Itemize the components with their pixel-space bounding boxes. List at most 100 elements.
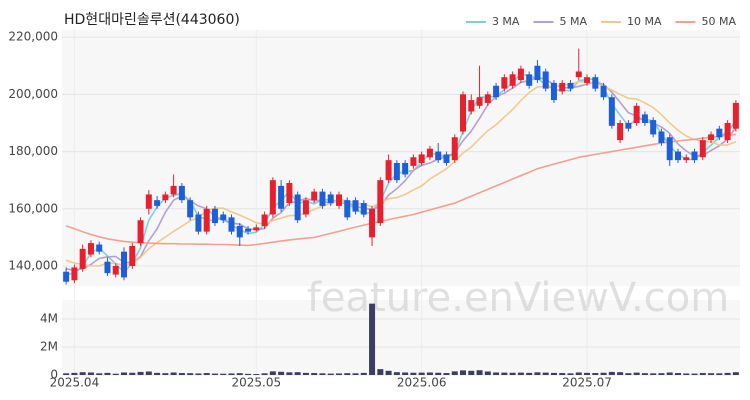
y-tick-label: 160,000 bbox=[8, 201, 58, 215]
volume-bar bbox=[261, 373, 268, 375]
volume-bar bbox=[691, 373, 698, 375]
volume-bar bbox=[195, 373, 202, 375]
volume-bar bbox=[187, 373, 194, 375]
candle-body bbox=[658, 131, 665, 143]
volume-bar bbox=[87, 372, 94, 375]
volume-bar bbox=[476, 370, 483, 375]
legend-label: 3 MA bbox=[492, 15, 520, 28]
volume-bar bbox=[484, 371, 491, 375]
volume-bar bbox=[79, 372, 86, 375]
watermark: feature.enViewV.com bbox=[307, 275, 729, 321]
candle-body bbox=[410, 157, 417, 166]
volume-bar bbox=[385, 370, 392, 375]
volume-bar bbox=[302, 372, 309, 375]
candle-body bbox=[600, 85, 607, 98]
candle-body bbox=[501, 77, 508, 89]
candle-body bbox=[220, 214, 227, 221]
candle-body bbox=[278, 185, 285, 209]
volume-bar bbox=[154, 372, 161, 375]
volume-bar bbox=[435, 372, 442, 375]
volume-bar bbox=[650, 373, 657, 375]
volume-bar bbox=[129, 372, 136, 375]
volume-bar bbox=[600, 372, 607, 375]
volume-bar bbox=[369, 303, 376, 375]
candle-body bbox=[79, 248, 86, 269]
candle-body bbox=[650, 120, 657, 135]
candle-body bbox=[377, 180, 384, 224]
candle-body bbox=[542, 71, 549, 89]
volume-bar bbox=[716, 373, 723, 375]
volume-bar bbox=[526, 372, 533, 375]
ma-line bbox=[65, 81, 737, 267]
candle-body bbox=[145, 194, 152, 209]
ma-line bbox=[65, 133, 736, 247]
volume-bar bbox=[393, 372, 400, 375]
volume-bar bbox=[708, 373, 715, 375]
candle-body bbox=[584, 77, 591, 83]
volume-bar bbox=[178, 373, 185, 375]
candle-body bbox=[170, 185, 177, 195]
volume-bar bbox=[501, 372, 508, 375]
x-tick-label: 2025.04 bbox=[50, 376, 100, 390]
volume-bar bbox=[468, 370, 475, 375]
volume-bar bbox=[96, 373, 103, 375]
volume-bar bbox=[608, 371, 615, 375]
volume-bar bbox=[377, 369, 384, 375]
volume-bar bbox=[493, 372, 500, 375]
candle-body bbox=[311, 191, 318, 201]
volume-bar bbox=[641, 373, 648, 375]
candle-body bbox=[716, 128, 723, 138]
volume-bar bbox=[683, 373, 690, 375]
volume-bar bbox=[137, 371, 144, 375]
candle-body bbox=[699, 140, 706, 158]
candle-body bbox=[484, 94, 491, 103]
volume-bar bbox=[592, 373, 599, 375]
candle-body bbox=[451, 137, 458, 161]
volume-bar bbox=[228, 373, 235, 375]
candle-body bbox=[608, 97, 615, 126]
volume-bar bbox=[162, 373, 169, 375]
volume-bar bbox=[104, 372, 111, 375]
volume-bar bbox=[674, 373, 681, 375]
legend-label: 10 MA bbox=[627, 15, 662, 28]
candle-body bbox=[344, 200, 351, 218]
volume-bar bbox=[352, 373, 359, 375]
volume-bar bbox=[63, 373, 70, 375]
volume-bar bbox=[542, 372, 549, 375]
candle-body bbox=[708, 134, 715, 141]
candle-body bbox=[402, 163, 409, 175]
candle-body bbox=[476, 97, 483, 106]
volume-bar bbox=[112, 373, 119, 375]
volume-bar bbox=[170, 372, 177, 375]
candle-body bbox=[550, 82, 557, 101]
candle-body bbox=[261, 214, 268, 226]
candle-body bbox=[666, 137, 673, 161]
chart-title: HD현대마린솔루션(443060) bbox=[64, 12, 240, 28]
volume-bar bbox=[418, 372, 425, 375]
volume-bar bbox=[509, 372, 516, 375]
candle-body bbox=[443, 154, 450, 164]
candle-body bbox=[211, 208, 218, 224]
candle-body bbox=[203, 208, 210, 232]
candle-body bbox=[426, 148, 433, 158]
candle-body bbox=[460, 94, 467, 132]
candle-body bbox=[319, 191, 326, 206]
candle-body bbox=[294, 194, 301, 221]
candle-body bbox=[559, 82, 566, 92]
volume-bar bbox=[451, 371, 458, 375]
candle-body bbox=[121, 251, 128, 278]
candle-body bbox=[236, 225, 243, 238]
volume-bar bbox=[410, 372, 417, 375]
candle-body bbox=[228, 217, 235, 232]
volume-panel bbox=[62, 300, 740, 375]
candle-body bbox=[509, 74, 516, 86]
candle-body bbox=[617, 122, 624, 141]
candle-body bbox=[269, 180, 276, 215]
candle-body bbox=[327, 194, 334, 204]
volume-bar bbox=[567, 373, 574, 375]
candle-body bbox=[245, 228, 252, 232]
volume-bar bbox=[294, 372, 301, 375]
candle-body bbox=[435, 151, 442, 161]
volume-bar bbox=[534, 372, 541, 375]
